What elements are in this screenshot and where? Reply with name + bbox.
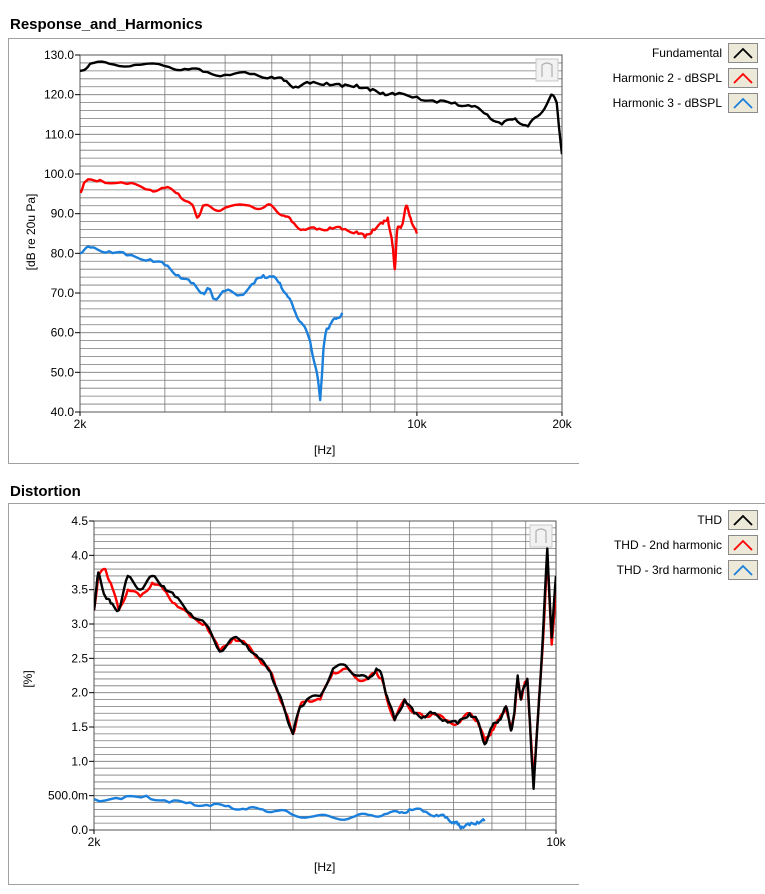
legend-swatch-icon[interactable] — [728, 68, 758, 88]
legend-swatch-icon[interactable] — [728, 535, 758, 555]
legend-item[interactable]: THD — [580, 509, 758, 531]
series-line-fundamental — [80, 60, 562, 155]
y-tick-label: 1.5 — [71, 720, 88, 734]
series-line-thd-3rd-harmonic — [94, 794, 486, 830]
y-tick-label: 1.0 — [71, 754, 88, 768]
legend-label: THD - 2nd harmonic — [613, 538, 722, 552]
series-line-harmonic-3-dbspl — [80, 245, 344, 402]
series-line-thd — [94, 547, 556, 790]
plot-border-1 — [93, 520, 557, 831]
y-tick-label: 90.0 — [51, 207, 75, 221]
legend-item[interactable]: Fundamental — [580, 42, 758, 64]
legend-swatch-icon[interactable] — [728, 93, 758, 113]
chart-title-distortion: Distortion — [10, 483, 81, 500]
panel-top-border-response — [8, 38, 765, 39]
x-tick-label: 2k — [74, 417, 88, 431]
plot-area-1 — [94, 521, 556, 830]
y-tick-label: 100.0 — [44, 167, 74, 181]
panel-top-border-distortion — [8, 503, 765, 504]
plot-area-0 — [80, 55, 562, 412]
plot-border-0 — [79, 54, 563, 413]
y-tick-label: 0.0 — [71, 823, 88, 837]
legend-label: THD — [697, 513, 722, 527]
legend-item[interactable]: Harmonic 3 - dBSPL — [580, 92, 758, 114]
legend-label: Harmonic 2 - dBSPL — [612, 71, 722, 85]
plot-frame-distortion — [8, 503, 579, 885]
legend-item[interactable]: THD - 2nd harmonic — [580, 534, 758, 556]
legend-swatch-icon[interactable] — [728, 510, 758, 530]
legend-swatch-icon[interactable] — [728, 560, 758, 580]
x-axis-label-response: [Hz] — [314, 443, 336, 457]
plot-frame-response — [8, 38, 579, 464]
x-tick-label: 20k — [552, 417, 572, 431]
y-tick-label: 110.0 — [45, 127, 74, 141]
y-tick-label: 500.0m — [48, 789, 88, 803]
chart-title-response: Response_and_Harmonics — [10, 16, 203, 33]
y-tick-label: 4.5 — [71, 514, 88, 528]
legend-item[interactable]: THD - 3rd harmonic — [580, 559, 758, 581]
y-tick-label: 2.5 — [71, 651, 88, 665]
legend-swatch-icon[interactable] — [728, 43, 758, 63]
y-tick-label: 4.0 — [71, 548, 88, 562]
y-tick-label: 70.0 — [51, 286, 75, 300]
x-axis-label-distortion: [Hz] — [314, 860, 336, 874]
legend-label: Fundamental — [651, 46, 722, 60]
series-line-harmonic-2-dbspl — [80, 178, 419, 271]
y-tick-label: 120.0 — [44, 88, 74, 102]
x-tick-label: 2k — [88, 835, 102, 849]
x-tick-label: 10k — [407, 417, 427, 431]
y-tick-label: 80.0 — [51, 246, 75, 260]
graph-palette-icon[interactable] — [535, 58, 559, 82]
y-tick-label: 3.0 — [71, 617, 88, 631]
y-tick-label: 40.0 — [51, 405, 75, 419]
y-tick-label: 60.0 — [51, 326, 75, 340]
graph-palette-icon[interactable] — [529, 524, 553, 548]
y-tick-label: 3.5 — [71, 583, 88, 597]
x-tick-label: 10k — [546, 835, 566, 849]
y-tick-label: 50.0 — [51, 365, 75, 379]
y-tick-label: 130.0 — [44, 48, 74, 62]
legend-item[interactable]: Harmonic 2 - dBSPL — [580, 67, 758, 89]
legend-label: THD - 3rd harmonic — [616, 563, 722, 577]
y-tick-label: 2.0 — [71, 686, 88, 700]
legend-label: Harmonic 3 - dBSPL — [612, 96, 722, 110]
